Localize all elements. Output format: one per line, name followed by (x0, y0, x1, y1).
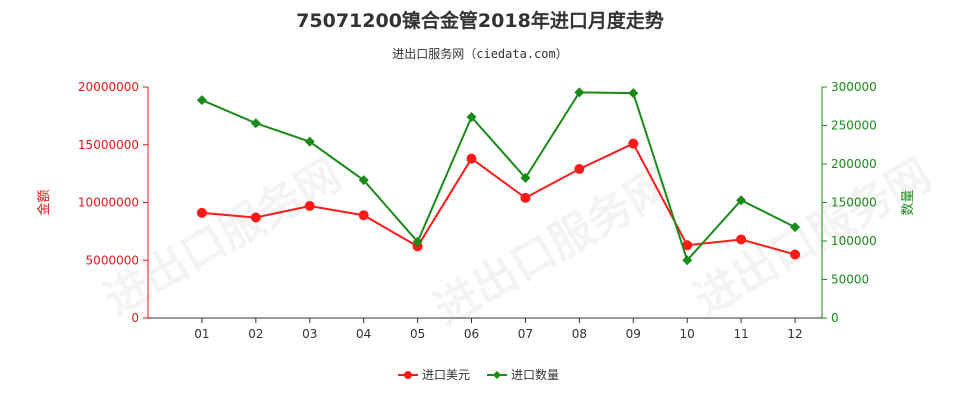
chart-title: 75071200镍合金管2018年进口月度走势 (296, 9, 664, 32)
left-axis-tick-label: 5000000 (86, 253, 139, 267)
right-axis-tick-label: 250000 (831, 119, 877, 133)
chart-subtitle: 进出口服务网（ciedata.com） (392, 46, 567, 61)
legend-label-1: 进口美元 (422, 368, 470, 382)
left-axis-tick-label: 10000000 (78, 196, 139, 210)
series-1-point (574, 164, 585, 175)
x-axis-tick-label: 08 (572, 327, 587, 341)
series-2-point (358, 175, 369, 186)
x-axis-tick-label: 06 (464, 327, 479, 341)
series-2-point (628, 88, 639, 99)
series-1-point (196, 207, 207, 218)
x-axis-tick-label: 02 (248, 327, 263, 341)
watermark-layer: 进出口服务网进出口服务网进出口服务网 (96, 149, 940, 335)
series-1-point (466, 153, 477, 164)
legend-marker-1 (404, 371, 412, 379)
series-1-point (250, 212, 261, 223)
x-axis-tick-label: 07 (518, 327, 533, 341)
legend-marker-2 (493, 371, 501, 379)
left-axis-tick-label: 0 (131, 311, 139, 325)
x-axis-tick-label: 04 (356, 327, 371, 341)
right-axis-title: 数量 (901, 189, 916, 215)
right-axis-tick-label: 0 (831, 311, 839, 325)
series-2-point (736, 195, 747, 206)
series-2-point (682, 255, 693, 266)
legend-label-2: 进口数量 (511, 367, 559, 382)
series-1-point (628, 138, 639, 149)
left-axis-title: 金额 (36, 189, 52, 215)
right-axis-tick-label: 100000 (831, 234, 877, 248)
left-axis-tick-label: 20000000 (78, 80, 139, 94)
left-axis-tick-label: 15000000 (78, 138, 139, 152)
series-2-point (466, 112, 477, 123)
right-axis-tick-label: 200000 (831, 157, 877, 171)
series-1-point (682, 240, 693, 251)
series-1-point (304, 200, 315, 211)
series-line-2 (201, 91, 796, 263)
series-2-point (412, 236, 423, 247)
right-axis-tick-label: 150000 (831, 196, 877, 210)
x-axis-tick-label: 03 (302, 327, 317, 341)
right-axis-tick-label: 50000 (831, 273, 869, 287)
watermark-text: 进出口服务网 (426, 159, 680, 335)
series-2-point (250, 118, 261, 129)
plot-area (196, 87, 801, 266)
series-2-point (304, 136, 315, 147)
series-2-point (196, 95, 207, 106)
watermark-text: 进出口服务网 (686, 149, 940, 325)
series-2-point (520, 172, 531, 183)
series-1-point (358, 210, 369, 221)
series-1-point (736, 234, 747, 245)
x-axis-tick-label: 01 (194, 327, 209, 341)
series-line-1 (201, 142, 796, 256)
axes: 0 5000000 10000000 15000000 20000000 金额 0 50000… (36, 80, 916, 341)
x-axis-tick-label: 10 (680, 327, 695, 341)
x-axis-tick-label: 12 (787, 327, 802, 341)
x-axis-tick-label: 05 (410, 327, 425, 341)
right-axis-tick-label: 300000 (831, 80, 877, 94)
x-axis-tick-label: 11 (733, 327, 748, 341)
watermark-text: 进出口服务网 (96, 149, 350, 325)
x-axis-tick-label: 09 (626, 327, 641, 341)
series-2-point (790, 222, 801, 233)
series-2-point (574, 87, 585, 98)
series-1-point (790, 249, 801, 260)
series-1-point (520, 192, 531, 203)
legend: 进口美元 进口数量 (398, 367, 559, 382)
